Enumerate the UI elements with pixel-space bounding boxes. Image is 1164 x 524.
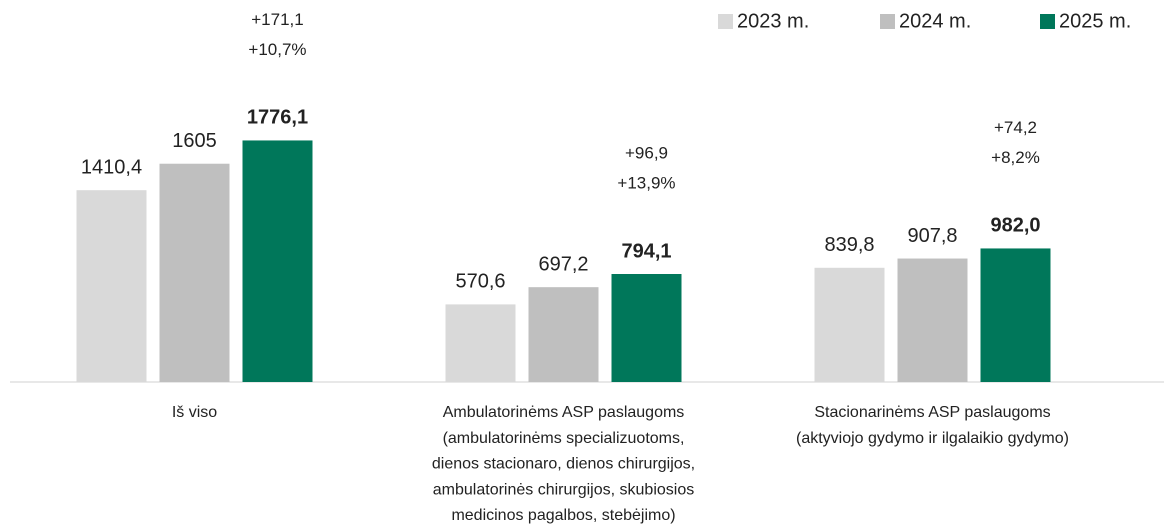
bar (159, 163, 230, 382)
annotation: +8,2% (991, 148, 1040, 167)
value-label: 697,2 (538, 253, 588, 275)
annotation: +96,9 (625, 143, 668, 162)
annotation: +13,9% (617, 173, 675, 192)
annotation: +171,1 (251, 10, 303, 29)
x-tick-label: ambulatorinės chirurgijos, skubiosios (433, 481, 694, 498)
bar (611, 274, 682, 382)
value-label: 1410,4 (81, 156, 142, 178)
annotation: +10,7% (248, 40, 306, 59)
legend-swatch (718, 14, 733, 29)
value-label: 570,6 (455, 271, 505, 293)
x-tick-label: (ambulatorinėms specializuotoms, (443, 430, 685, 447)
x-tick-label: medicinos pagalbos, stebėjimo) (451, 507, 675, 524)
bar (528, 287, 599, 382)
bar (814, 267, 885, 382)
value-label: 1605 (172, 130, 217, 152)
x-tick-label: Ambulatorinėms ASP paslaugoms (443, 404, 685, 421)
bar (76, 190, 147, 382)
bar (980, 248, 1051, 382)
bar (242, 140, 313, 382)
x-tick-label: dienos stacionaro, dienos chirurgijos, (432, 456, 695, 473)
legend-swatch (1040, 14, 1055, 29)
value-label: 839,8 (824, 234, 874, 256)
value-label: 794,1 (621, 240, 671, 262)
x-tick-label: Stacionarinėms ASP paslaugoms (814, 404, 1050, 421)
x-tick-label: (aktyviojo gydymo ir ilgalaikio gydymo) (796, 430, 1069, 447)
bar (445, 304, 516, 382)
legend-label: 2023 m. (737, 10, 809, 32)
bar (897, 258, 968, 382)
value-label: 982,0 (990, 215, 1040, 237)
value-label: 1776,1 (247, 107, 308, 129)
legend-swatch (880, 14, 895, 29)
legend-label: 2024 m. (899, 10, 971, 32)
annotation: +74,2 (994, 118, 1037, 137)
value-label: 907,8 (907, 225, 957, 247)
x-tick-label: Iš viso (172, 404, 217, 421)
legend-label: 2025 m. (1059, 10, 1131, 32)
